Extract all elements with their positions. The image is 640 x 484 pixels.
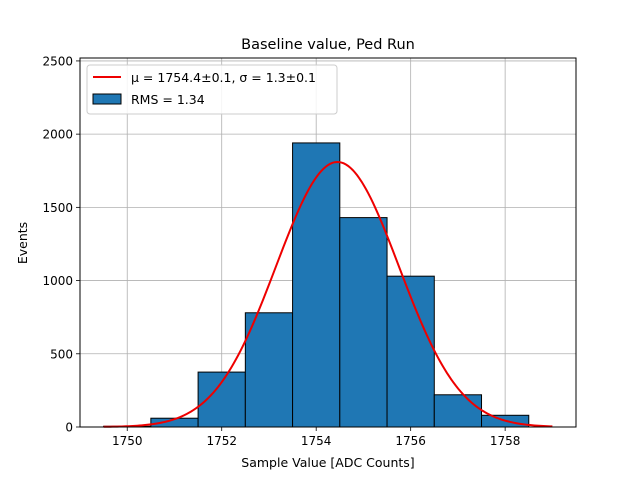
x-tick-label: 1758 — [490, 434, 521, 448]
plot-frame — [79, 57, 577, 428]
x-tick-label: 1754 — [301, 434, 332, 448]
histogram-bar — [292, 142, 341, 428]
x-tick-label: 1752 — [206, 434, 237, 448]
y-tick-label: 1500 — [42, 201, 73, 215]
histogram-bar — [197, 371, 246, 428]
y-axis-label: Events — [15, 222, 30, 264]
x-axis-ticks: 1750 1752 1754 1756 1758 — [112, 427, 520, 448]
gaussian-fit — [103, 160, 553, 428]
y-tick-label: 2000 — [42, 128, 73, 142]
histogram-bar — [433, 394, 483, 428]
y-tick-label: 2500 — [42, 54, 73, 68]
legend: μ = 1754.4±0.1, σ = 1.3±0.1 RMS = 1.34 — [86, 64, 338, 115]
chart-title: Baseline value, Ped Run — [241, 37, 415, 53]
y-tick-label: 1000 — [42, 274, 73, 288]
legend-hist-label: RMS = 1.34 — [131, 92, 205, 107]
x-tick-label: 1756 — [395, 434, 426, 448]
y-axis-ticks: 0 500 1000 1500 2000 2500 — [42, 54, 80, 435]
x-tick-label: 1750 — [112, 434, 143, 448]
x-axis-label: Sample Value [ADC Counts] — [241, 455, 414, 470]
fit-curve — [103, 160, 553, 428]
y-tick-label: 0 — [65, 421, 73, 435]
histogram-bar — [339, 217, 388, 428]
histogram-bar — [244, 312, 294, 428]
legend-box — [86, 64, 338, 115]
legend-fit-label: μ = 1754.4±0.1, σ = 1.3±0.1 — [131, 70, 316, 85]
legend-hist-swatch — [92, 93, 122, 105]
y-tick-label: 500 — [50, 347, 73, 361]
